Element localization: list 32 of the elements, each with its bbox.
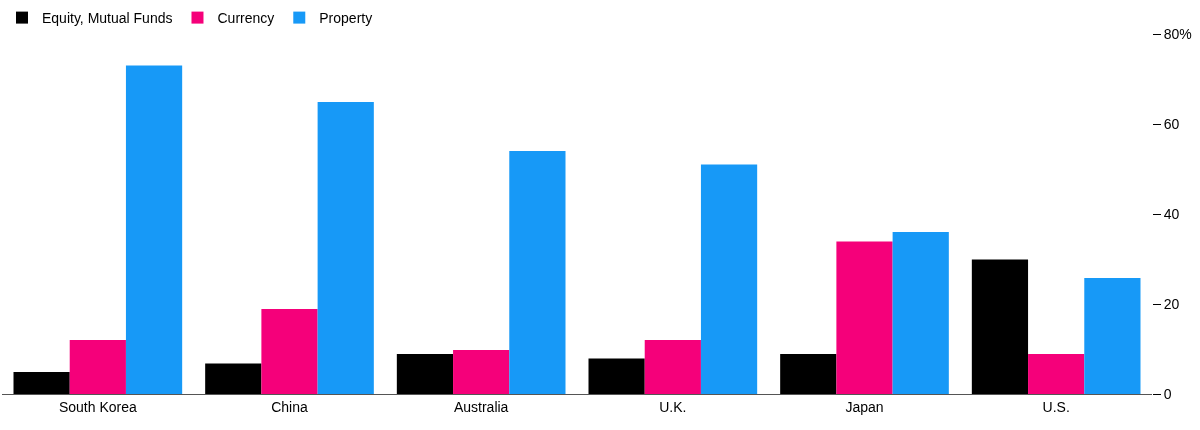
y-tick-label: 80% [1163, 25, 1192, 42]
bar [261, 308, 318, 394]
bar [1028, 353, 1085, 394]
y-tick-label: 0 [1163, 385, 1172, 402]
bar [396, 353, 454, 394]
bar [509, 151, 566, 394]
bar [125, 65, 183, 394]
x-tick-label: China [271, 398, 308, 415]
y-tick-label: 60 [1163, 115, 1180, 132]
x-tick-label: U.K. [659, 398, 687, 415]
bar [971, 259, 1029, 394]
bar [892, 232, 949, 394]
bar [69, 340, 126, 394]
x-tick-label: Japan [845, 398, 884, 415]
x-tick-label: South Korea [58, 398, 137, 415]
y-tick-label: 40 [1163, 205, 1180, 222]
bar [836, 241, 893, 394]
bar [453, 349, 510, 394]
bar [780, 353, 837, 394]
bar [13, 371, 70, 394]
bar [700, 164, 758, 394]
bar [644, 340, 701, 394]
bar [205, 363, 262, 394]
bar [588, 358, 645, 394]
legend-label: Equity, Mutual Funds [42, 10, 173, 27]
legend-label: Currency [217, 10, 275, 27]
bar [317, 101, 374, 394]
x-tick-label: U.S. [1042, 398, 1070, 415]
bar [1084, 277, 1141, 394]
legend-label: Property [319, 10, 373, 27]
y-tick-label: 20 [1163, 295, 1180, 312]
x-tick-label: Australia [453, 398, 509, 415]
